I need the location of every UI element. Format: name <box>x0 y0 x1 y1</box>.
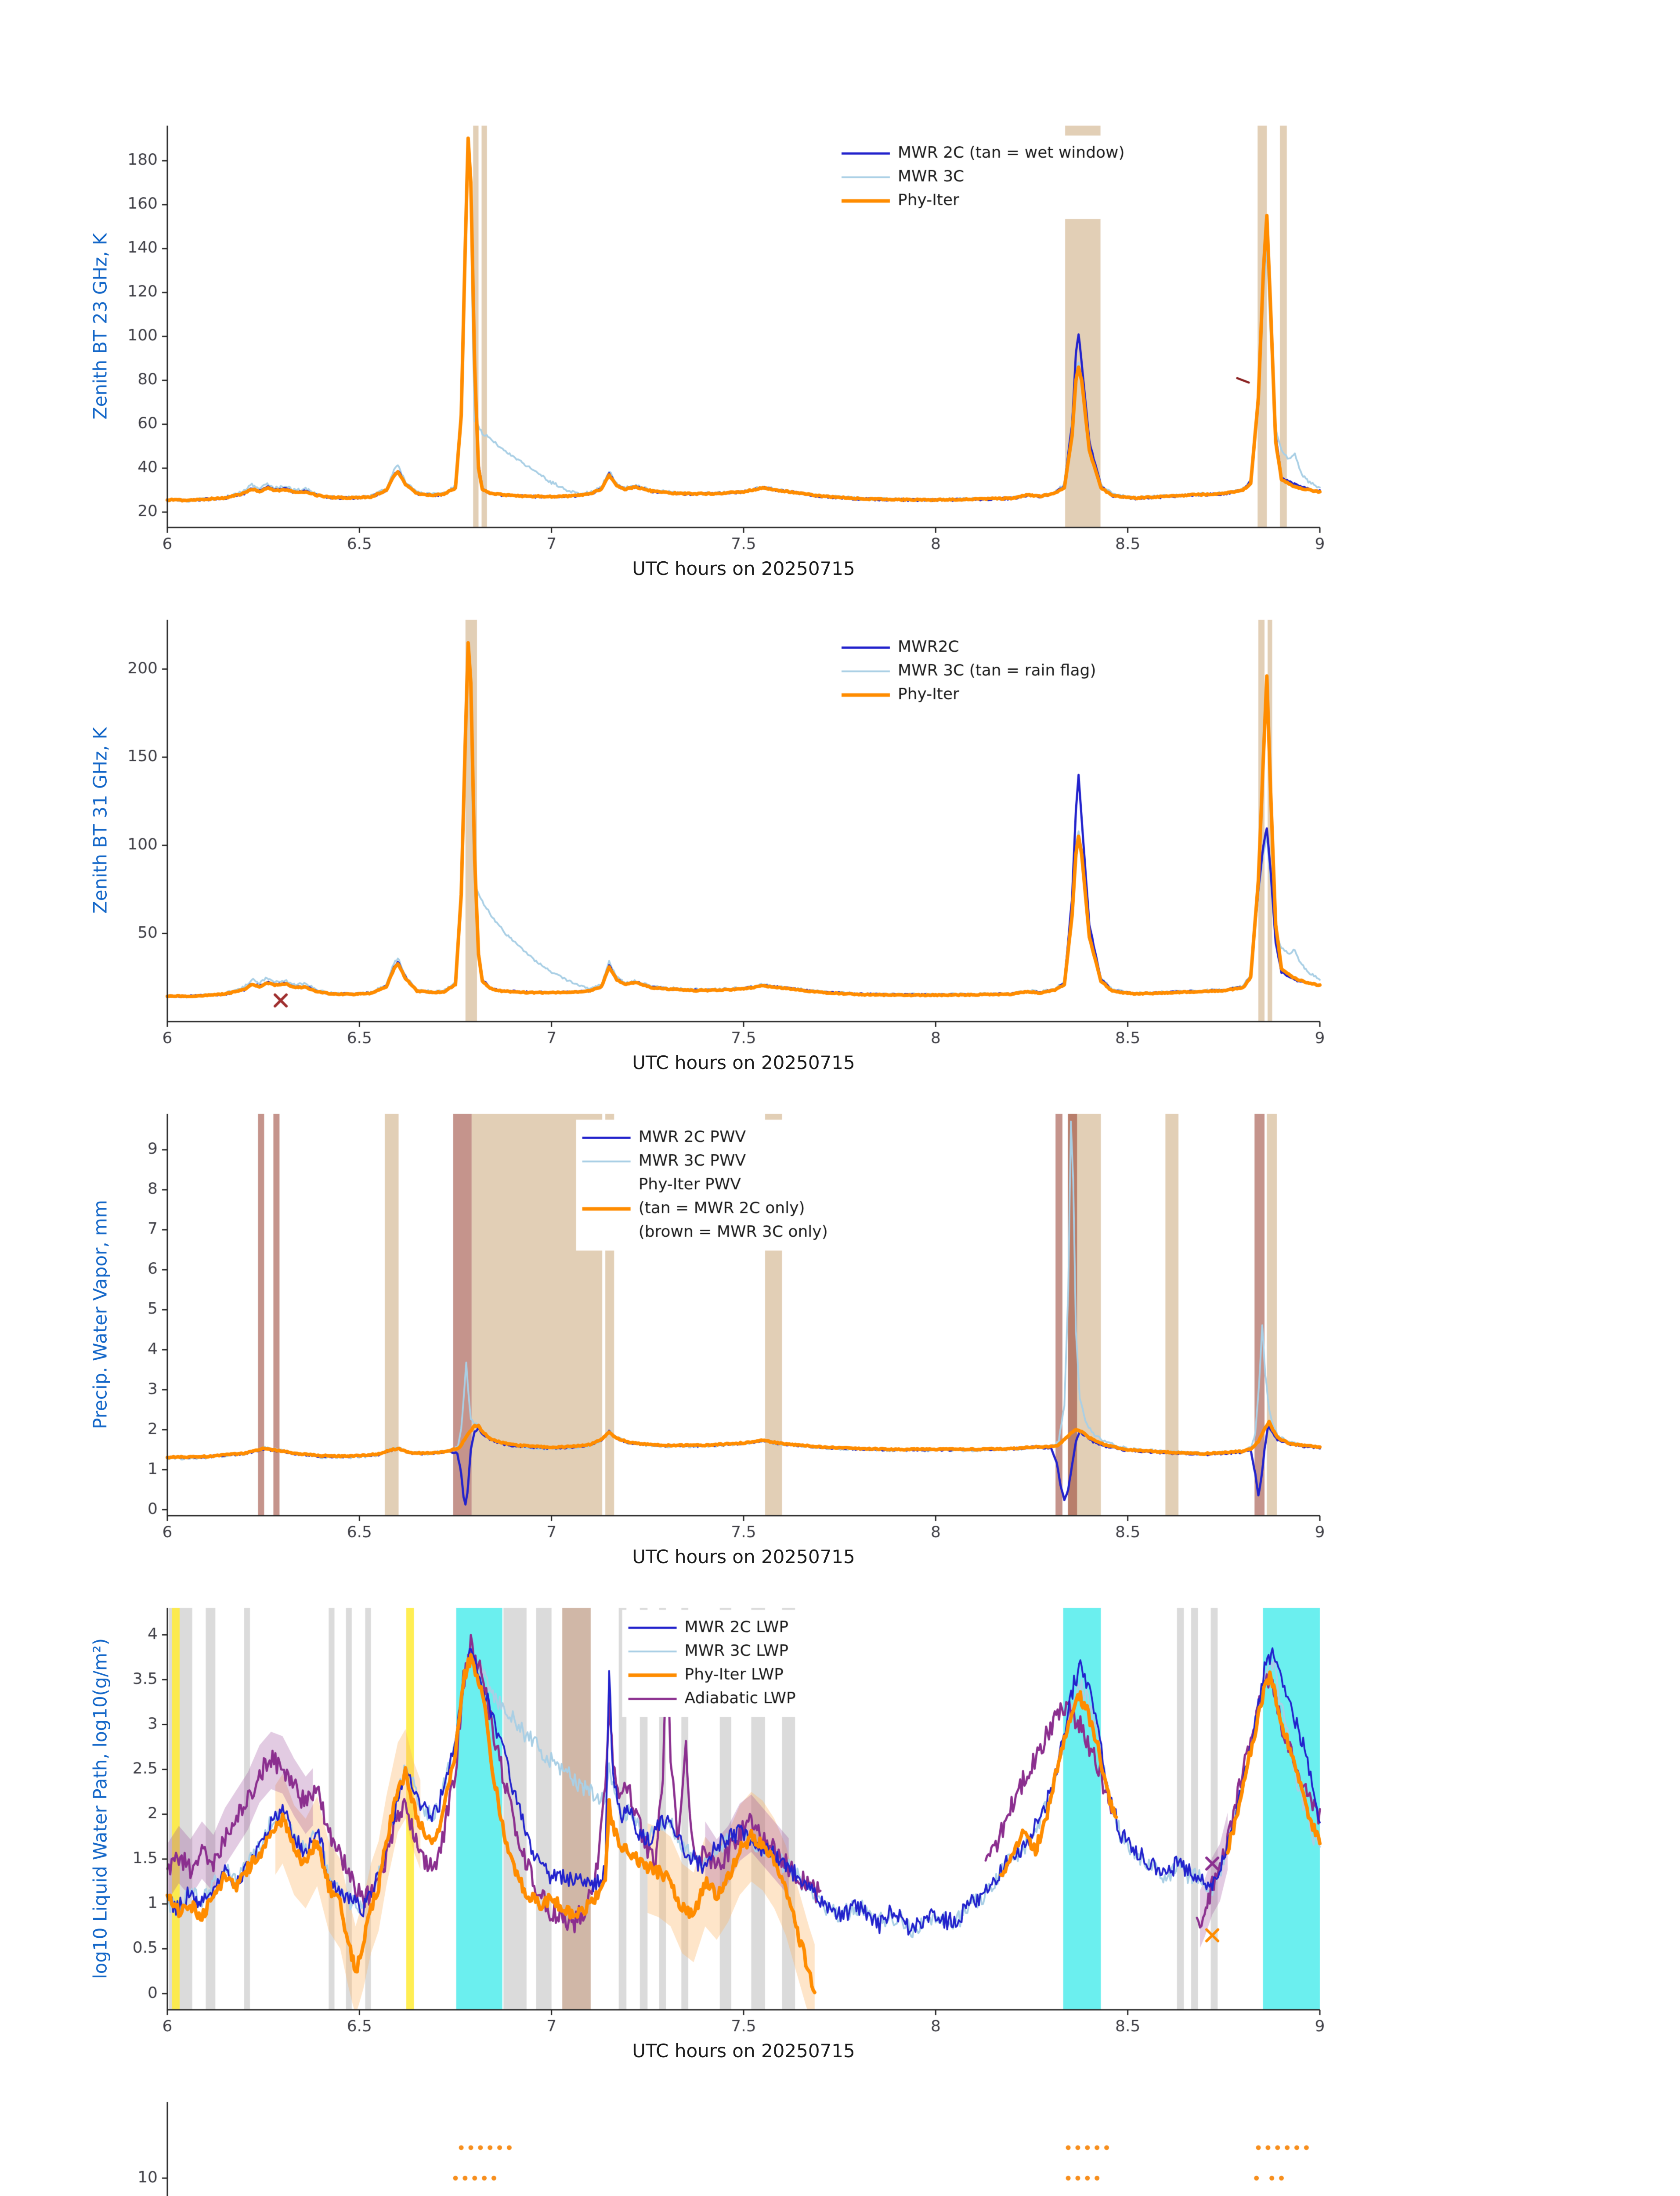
xlabel-utc-hours-2: UTC hours on 20250715 <box>632 1052 855 1073</box>
chart-zenith-bt23-canvas <box>0 101 1680 595</box>
panel-dq-flag: MWR Phy Iter DQ Flag UTC hours on 202507… <box>0 2077 1680 2196</box>
xlabel-utc-hours-3: UTC hours on 20250715 <box>632 1546 855 1568</box>
panel-zenith-bt23: Zenith BT 23 GHz, K UTC hours on 2025071… <box>0 101 1680 595</box>
ylabel-lwp: log10 Liquid Water Path, log10(g/m²) <box>89 1638 111 1979</box>
ylabel-zenith-bt31: Zenith BT 31 GHz, K <box>89 727 111 914</box>
ylabel-pwv: Precip. Water Vapor, mm <box>89 1200 111 1429</box>
ylabel-zenith-bt23: Zenith BT 23 GHz, K <box>89 233 111 420</box>
chart-zenith-bt31-canvas <box>0 595 1680 1089</box>
xlabel-utc-hours-1: UTC hours on 20250715 <box>632 558 855 579</box>
panel-zenith-bt31: Zenith BT 31 GHz, K UTC hours on 2025071… <box>0 595 1680 1089</box>
xlabel-utc-hours-4: UTC hours on 20250715 <box>632 2040 855 2062</box>
panel-lwp: log10 Liquid Water Path, log10(g/m²) UTC… <box>0 1583 1680 2077</box>
chart-pwv-canvas <box>0 1089 1680 1583</box>
chart-dq-flag-canvas <box>0 2077 1680 2196</box>
panel-pwv: Precip. Water Vapor, mm UTC hours on 202… <box>0 1089 1680 1583</box>
chart-lwp-canvas <box>0 1583 1680 2077</box>
